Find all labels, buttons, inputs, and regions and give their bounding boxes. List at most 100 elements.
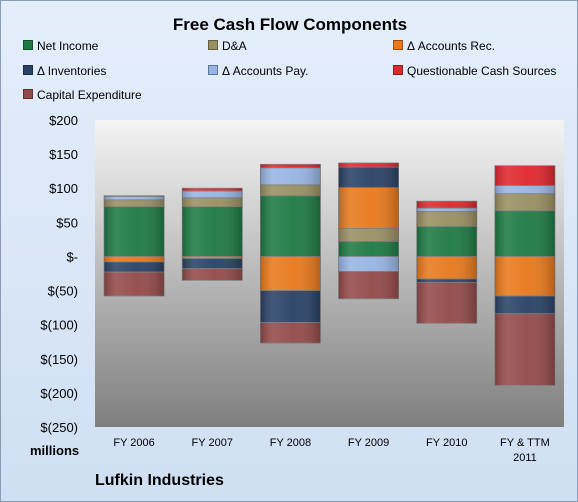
y-axis-ticks: $200 $150 $100 $50 $- $(50) $(100) $(150) $(200)… xyxy=(40,113,78,435)
y-tick-label: $(200) xyxy=(40,386,78,401)
bar-segment-da-2 xyxy=(181,197,243,208)
legend-label: Δ Accounts Rec. xyxy=(407,39,496,53)
legend-item-capex: Capital Expenditure xyxy=(23,88,142,102)
company-label: Lufkin Industries xyxy=(95,472,224,489)
bar-segment-net_income-6 xyxy=(494,210,556,257)
legend-item-da: D&A xyxy=(208,39,247,53)
bar-segment-shade xyxy=(104,206,165,257)
legend-label: Net Income xyxy=(37,39,99,53)
bar-segment-inventories-2 xyxy=(181,258,243,270)
y-tick-label: $50 xyxy=(56,215,78,230)
bar-segment-shade xyxy=(416,256,477,279)
bar-segment-shade xyxy=(338,256,399,272)
bar-segment-accounts_rec-1 xyxy=(103,256,165,263)
bar-segment-shade xyxy=(338,271,399,299)
x-tick-label: FY 2008 xyxy=(270,437,311,449)
bar-segment-shade xyxy=(260,195,321,257)
bar-segment-shade xyxy=(104,196,165,200)
bar-segment-questionable-4 xyxy=(338,162,399,168)
legend-swatch xyxy=(23,40,33,50)
legend-label: Δ Accounts Pay. xyxy=(222,64,309,78)
x-tick-label: FY 2006 xyxy=(113,437,154,449)
bar-segment-capex-1 xyxy=(103,271,165,297)
bar-segment-accounts_rec-6 xyxy=(494,256,556,297)
bar-segment-accounts_rec-5 xyxy=(416,256,478,280)
bar-segment-shade xyxy=(260,184,321,196)
bar-segment-shade xyxy=(182,258,243,269)
bar-segment-shade xyxy=(182,256,243,259)
y-tick-label: $(50) xyxy=(48,284,78,299)
legend-swatch xyxy=(208,65,218,75)
legend-item-net-income: Net Income xyxy=(23,39,98,53)
bar-segment-shade xyxy=(182,197,243,207)
legend-swatch xyxy=(208,40,218,50)
plot-area xyxy=(95,120,564,427)
x-tick-label: FY 2009 xyxy=(348,437,389,449)
y-tick-label: $150 xyxy=(49,147,78,162)
bar-segment-accounts_rec-3 xyxy=(260,256,321,291)
bar-segment-shade xyxy=(260,290,321,323)
bar-segment-shade xyxy=(338,187,399,229)
bar-segment-shade xyxy=(260,164,321,168)
bar-segment-questionable-5 xyxy=(416,200,478,209)
bar-segment-shade xyxy=(182,188,243,191)
legend-item-accounts-rec: Δ Accounts Rec. xyxy=(393,39,495,53)
bar-segment-net_income-4 xyxy=(338,241,399,257)
x-tick-line: FY 2007 xyxy=(192,437,233,449)
bars-group xyxy=(103,162,556,386)
bar-segment-shade xyxy=(494,193,555,211)
legend-item-inventories: Δ Inventories xyxy=(23,64,106,78)
bar-segment-inventories-1 xyxy=(103,261,165,273)
bar-segment-shade xyxy=(416,226,477,257)
x-tick-line: FY 2010 xyxy=(426,437,467,449)
bar-segment-capex-3 xyxy=(260,322,321,344)
legend-swatch xyxy=(23,89,33,99)
y-tick-label: $200 xyxy=(49,113,78,128)
x-tick-line: 2011 xyxy=(513,452,537,464)
bar-segment-accounts_pay-2 xyxy=(181,190,243,199)
bar-segment-accounts_pay-3 xyxy=(260,167,321,186)
legend-swatch xyxy=(23,65,33,75)
legend-swatch xyxy=(393,40,403,50)
y-tick-label: $100 xyxy=(49,181,78,196)
y-tick-label: $(100) xyxy=(40,318,78,333)
y-tick-label: $(150) xyxy=(40,352,78,367)
y-tick-label: $(250) xyxy=(40,420,78,435)
bar-segment-shade xyxy=(338,167,399,188)
bar-segment-shade xyxy=(260,167,321,185)
bar-segment-capex-6 xyxy=(494,313,556,386)
legend-item-questionable: Questionable Cash Sources xyxy=(393,64,556,78)
bar-segment-questionable-3 xyxy=(260,163,321,169)
bar-segment-shade xyxy=(182,268,243,281)
bar-segment-shade xyxy=(416,208,477,212)
bar-segment-da-1 xyxy=(103,199,165,208)
bar-segment-shade xyxy=(260,322,321,344)
x-tick-label: FY & TTM 2011 xyxy=(500,437,550,464)
bar-segment-net_income-1 xyxy=(103,206,165,257)
chart-title: Free Cash Flow Components xyxy=(172,15,408,34)
bar-segment-da-4 xyxy=(338,228,399,242)
x-tick-label: FY 2010 xyxy=(426,437,467,449)
bar-segment-shade xyxy=(416,211,477,227)
bar-segment-shade xyxy=(494,296,555,314)
bar-segment-accounts_pay-5 xyxy=(416,207,478,212)
bar-segment-accounts_rec-4 xyxy=(338,187,399,229)
bar-segment-shade xyxy=(104,199,165,207)
bar-segment-accounts_pay-4 xyxy=(338,256,399,272)
legend-swatch xyxy=(393,65,403,75)
bar-segment-da-3 xyxy=(260,184,321,197)
bar-segment-shade xyxy=(416,278,477,283)
bar-segment-questionable-6 xyxy=(494,165,556,186)
bar-segment-inventories-4 xyxy=(338,166,399,188)
bar-segment-net_income-3 xyxy=(260,195,321,257)
bar-segment-da-5 xyxy=(416,211,478,227)
bar-segment-shade xyxy=(104,272,165,297)
bar-segment-questionable-1 xyxy=(103,195,165,197)
bar-segment-capex-2 xyxy=(181,268,243,281)
bar-segment-shade xyxy=(416,201,477,209)
bar-segment-da-6 xyxy=(494,193,556,212)
bar-segment-shade xyxy=(494,256,555,297)
y-tick-label: $- xyxy=(66,249,78,264)
x-axis-ticks: FY 2006 FY 2007 FY 2008 FY 2009 FY 2010 FY & … xyxy=(113,437,549,464)
